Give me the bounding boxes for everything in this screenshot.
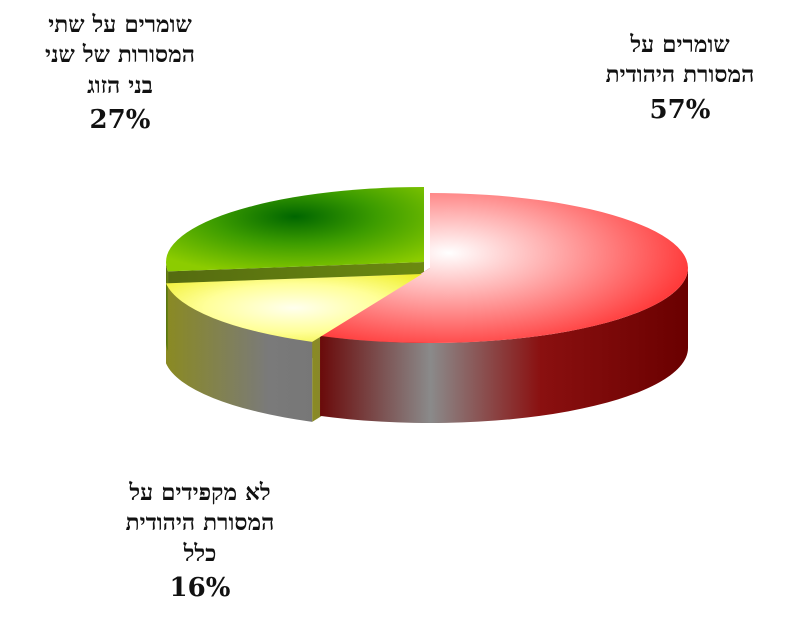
pie-slice-not-observant-side — [166, 283, 313, 422]
pie-top-faces — [165, 187, 689, 344]
slice-label-not-observant: לא מקפידים על המסורת היהודית כלל 16% — [60, 478, 340, 605]
pie-slice-not-observant — [166, 274, 422, 342]
slice-label-line: בני הזוג — [87, 71, 153, 99]
slice-label-line: שומרים על — [630, 31, 730, 58]
pie-slice-both-traditions-side — [166, 262, 169, 352]
pie-slice-traditional-side — [320, 268, 688, 423]
slice-label-line: המסורת היהודית — [125, 509, 275, 537]
slice-percent: 57% — [649, 94, 711, 125]
slice-percent: 16% — [169, 573, 231, 604]
slice-label-line: המסורות של שני — [45, 41, 195, 69]
slice-label-line: כלל — [183, 539, 217, 567]
slice-label-line: שומרים על שתי — [48, 11, 192, 38]
slice-label-line: לא מקפידים על — [129, 479, 271, 506]
pie-slice-traditional — [320, 193, 689, 344]
pie-slice-both-traditions — [165, 187, 424, 272]
slice-percent: 27% — [89, 105, 151, 136]
slice-label-line: המסורת היהודית — [605, 61, 755, 89]
slice-label-both-traditions: שומרים על שתי המסורות של שני בני הזוג 27… — [0, 10, 250, 137]
slice-label-traditional: שומרים על המסורת היהודית 57% — [560, 30, 790, 127]
